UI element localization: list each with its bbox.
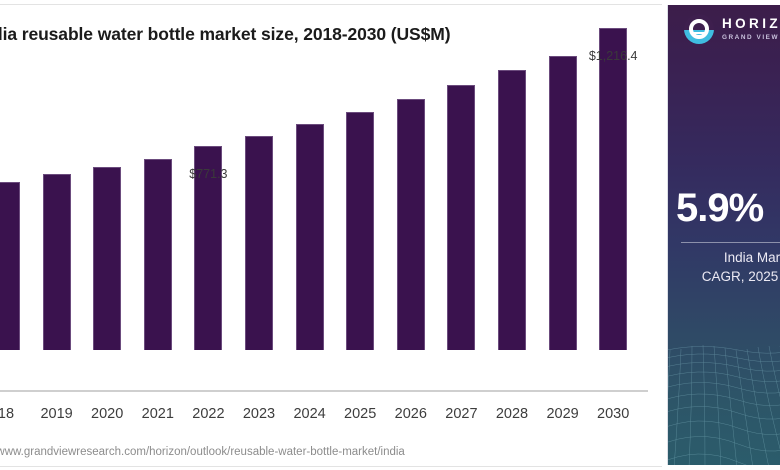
bar-2030[interactable]: [599, 28, 628, 350]
cagr-caption: India Market CAGR, 2025 - 2030: [676, 248, 780, 286]
bar-2018[interactable]: [0, 182, 20, 350]
card-bottom-divider: [0, 466, 662, 467]
x-tick-2029: 2029: [546, 406, 579, 422]
bar-2027[interactable]: [447, 85, 476, 350]
bar-2029[interactable]: [548, 55, 577, 350]
brand-subtitle: GRAND VIEW RESEARCH: [722, 33, 780, 41]
cagr-stat-panel: HORIZON GRAND VIEW RESEARCH 5.9% India M…: [667, 5, 780, 465]
logo-wordmark: HORIZON GRAND VIEW RESEARCH: [722, 17, 780, 41]
bar-2021[interactable]: [143, 158, 172, 350]
x-tick-2020: 2020: [91, 406, 124, 422]
cagr-caption-line1: India Market: [723, 250, 780, 265]
x-tick-2023: 2023: [242, 406, 276, 422]
bar-2025[interactable]: [346, 111, 375, 350]
logo-line-shape: [693, 35, 705, 38]
bar-value-label-2022: $771.3: [189, 166, 228, 181]
x-tick-2018: 18: [0, 406, 15, 422]
x-axis-line: [0, 390, 648, 392]
horizon-logo-icon: [684, 14, 714, 44]
cagr-value: 5.9%: [676, 186, 764, 230]
bar-chart-plot: 18 2019 2020 2021 2022 2023 2024 2025 2026 2027 20…: [0, 5, 662, 435]
brand-name: HORIZON: [722, 16, 780, 32]
x-tick-2024: 2024: [293, 406, 326, 422]
cagr-caption-line2: CAGR, 2025 - 2030: [701, 269, 780, 284]
horizon-logo: HORIZON GRAND VIEW RESEARCH: [684, 14, 780, 44]
bar-2023[interactable]: [245, 136, 273, 350]
bar-2028[interactable]: [498, 69, 526, 350]
card-top-divider: [0, 4, 662, 5]
x-tick-2022: 2022: [192, 406, 225, 422]
x-tick-2025: 2025: [344, 406, 377, 422]
bar-2019[interactable]: [42, 173, 71, 350]
x-tick-2028: 2028: [495, 406, 529, 422]
stat-divider: [681, 242, 780, 243]
x-tick-2030: 2030: [597, 406, 630, 422]
chart-title: dia reusable water bottle market size, 2…: [0, 24, 451, 44]
x-tick-2026: 2026: [394, 406, 427, 422]
bar-2026[interactable]: [396, 99, 425, 350]
chart-card: dia reusable water bottle market size, 2…: [0, 5, 662, 470]
source-url[interactable]: //www.grandviewresearch.com/horizon/outl…: [0, 446, 405, 458]
x-tick-2019: 2019: [40, 406, 73, 422]
bar-2024[interactable]: [295, 123, 324, 350]
bar-2022[interactable]: [194, 145, 223, 350]
logo-line-shape: [693, 32, 705, 34]
x-tick-2021: 2021: [141, 406, 174, 422]
wireframe-mesh-pattern: [668, 344, 780, 465]
bar-value-label-2030: $1,216.4: [588, 49, 638, 63]
bar-2020[interactable]: [93, 167, 122, 350]
x-tick-2027: 2027: [445, 406, 478, 422]
